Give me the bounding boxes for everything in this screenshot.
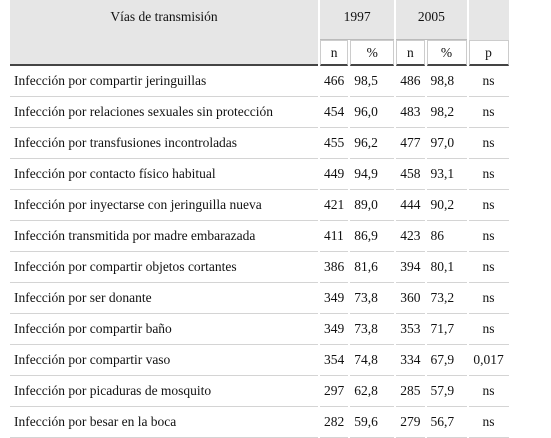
cell: ns <box>468 190 509 221</box>
cell: 477 <box>396 128 425 159</box>
row-label: Infección por compartir objetos cortante… <box>10 252 318 283</box>
header-blank <box>468 0 509 40</box>
cell: 56,7 <box>426 407 467 438</box>
cell: ns <box>468 97 509 128</box>
cell: 81,6 <box>350 252 395 283</box>
cell: 297 <box>320 376 349 407</box>
cell: 360 <box>396 283 425 314</box>
row-label: Infección por contacto físico habitual <box>10 159 318 190</box>
cell: 89,0 <box>350 190 395 221</box>
table-row: Infección por contacto físico habitual 44… <box>10 159 509 190</box>
cell: ns <box>468 407 509 438</box>
table-row: Infección por compartir vaso 354 74,8 334 67… <box>10 345 509 376</box>
cell: 96,0 <box>350 97 395 128</box>
cell: 94,9 <box>350 159 395 190</box>
cell: 73,8 <box>350 314 395 345</box>
row-label: Infección transmitida por madre embaraza… <box>10 221 318 252</box>
cell: 97,0 <box>426 128 467 159</box>
cell: 449 <box>320 159 349 190</box>
cell: 57,9 <box>426 376 467 407</box>
cell: 386 <box>320 252 349 283</box>
cell: 86,9 <box>350 221 395 252</box>
cell: ns <box>468 314 509 345</box>
table-row: Infección por transfusiones incontrolada… <box>10 128 509 159</box>
column-header: p <box>468 40 509 66</box>
group-header: 1997 <box>320 0 395 40</box>
cell: ns <box>468 283 509 314</box>
column-header: % <box>350 40 395 66</box>
cell: 0,017 <box>468 345 509 376</box>
row-label: Infección por transfusiones incontrolada… <box>10 128 318 159</box>
column-header: n <box>396 40 425 66</box>
row-label: Infección por compartir baño <box>10 314 318 345</box>
table-row: Infección por inyectarse con jeringuilla… <box>10 190 509 221</box>
cell: 98,5 <box>350 66 395 97</box>
cell: 59,6 <box>350 407 395 438</box>
table-row: Infección por compartir objetos cortante… <box>10 252 509 283</box>
cell: ns <box>468 128 509 159</box>
row-label: Infección por inyectarse con jeringuilla… <box>10 190 318 221</box>
cell: 90,2 <box>426 190 467 221</box>
cell: 349 <box>320 283 349 314</box>
table-row: Infección por besar en la boca 282 59,6 279… <box>10 407 509 438</box>
table-row: Infección por relaciones sexuales sin pr… <box>10 97 509 128</box>
cell: 354 <box>320 345 349 376</box>
row-label: Infección por compartir jeringuillas <box>10 66 318 97</box>
cell: 353 <box>396 314 425 345</box>
cell: ns <box>468 221 509 252</box>
table-row: Infección por picaduras de mosquito 297 62… <box>10 376 509 407</box>
cell: ns <box>468 66 509 97</box>
cell: 483 <box>396 97 425 128</box>
row-label: Infección por ser donante <box>10 283 318 314</box>
cell: 394 <box>396 252 425 283</box>
cell: ns <box>468 159 509 190</box>
cell: 279 <box>396 407 425 438</box>
cell: 74,8 <box>350 345 395 376</box>
cell: 349 <box>320 314 349 345</box>
table-row: Infección transmitida por madre embaraza… <box>10 221 509 252</box>
table-row: Infección por ser donante 349 73,8 360 73,2 n… <box>10 283 509 314</box>
data-table: Vías de transmisión 1997 2005 n% n% p Infe… <box>8 0 511 438</box>
column-header: n <box>320 40 349 66</box>
cell: 486 <box>396 66 425 97</box>
cell: 455 <box>320 128 349 159</box>
cell: 73,2 <box>426 283 467 314</box>
cell: ns <box>468 252 509 283</box>
group-header: 2005 <box>396 0 467 40</box>
cell: 458 <box>396 159 425 190</box>
cell: 421 <box>320 190 349 221</box>
row-label: Infección por besar en la boca <box>10 407 318 438</box>
cell: 96,2 <box>350 128 395 159</box>
cell: 334 <box>396 345 425 376</box>
cell: 80,1 <box>426 252 467 283</box>
cell: 282 <box>320 407 349 438</box>
cell: 86 <box>426 221 467 252</box>
cell: 67,9 <box>426 345 467 376</box>
cell: 98,2 <box>426 97 467 128</box>
cell: 454 <box>320 97 349 128</box>
cell: 93,1 <box>426 159 467 190</box>
cell: 62,8 <box>350 376 395 407</box>
cell: 444 <box>396 190 425 221</box>
cell: 73,8 <box>350 283 395 314</box>
cell: 466 <box>320 66 349 97</box>
row-label: Infección por picaduras de mosquito <box>10 376 318 407</box>
header-label: Vías de transmisión <box>10 0 318 40</box>
row-label: Infección por relaciones sexuales sin pr… <box>10 97 318 128</box>
cell: ns <box>468 376 509 407</box>
cell: 423 <box>396 221 425 252</box>
cell: 98,8 <box>426 66 467 97</box>
cell: 285 <box>396 376 425 407</box>
table-row: Infección por compartir baño 349 73,8 353 71… <box>10 314 509 345</box>
column-header: % <box>426 40 467 66</box>
cell: 411 <box>320 221 349 252</box>
row-label: Infección por compartir vaso <box>10 345 318 376</box>
header-blank <box>10 40 318 66</box>
cell: 71,7 <box>426 314 467 345</box>
table-row: Infección por compartir jeringuillas 466 9… <box>10 66 509 97</box>
